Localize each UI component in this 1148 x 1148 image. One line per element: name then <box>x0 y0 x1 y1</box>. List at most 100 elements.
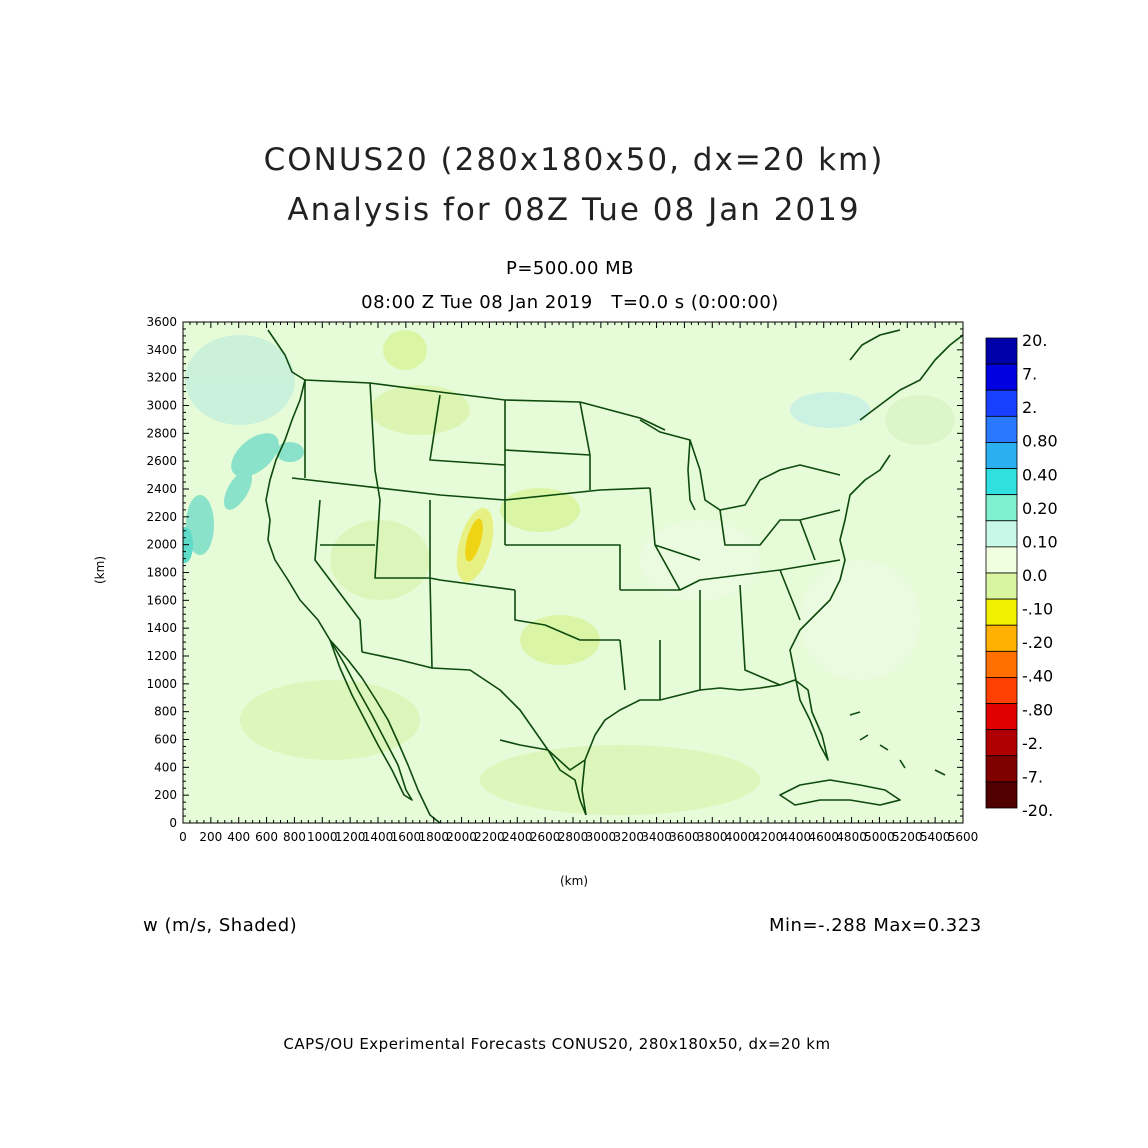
integration-time: T=0.0 s (0:00:00) <box>611 292 779 313</box>
x-tick-label: 3800 <box>697 830 728 844</box>
y-tick-label: 1800 <box>146 566 177 580</box>
x-tick-label: 5200 <box>892 830 923 844</box>
footer-credit: CAPS/OU Experimental Forecasts CONUS20, … <box>283 1035 831 1053</box>
colorbar-swatch <box>985 337 1018 365</box>
x-tick-label: 600 <box>255 830 278 844</box>
x-tick-label: 1200 <box>335 830 366 844</box>
x-tick-label: 1600 <box>391 830 422 844</box>
x-tick-label: 5000 <box>864 830 895 844</box>
x-tick-label: 5400 <box>920 830 951 844</box>
x-tick-label: 3200 <box>613 830 644 844</box>
y-tick-label: 400 <box>154 760 177 774</box>
y-axis-unit: (km) <box>93 555 107 584</box>
y-tick-label: 1000 <box>146 677 177 691</box>
colorbar-swatch <box>985 755 1018 783</box>
x-tick-label: 400 <box>227 830 250 844</box>
x-axis-ticks: 0 200 400 600 800 100012001400160018002000220… <box>179 322 978 844</box>
x-tick-label: 5600 <box>948 830 979 844</box>
x-tick-label: 0 <box>179 830 187 844</box>
x-tick-label: 1800 <box>418 830 449 844</box>
y-tick-label: 2200 <box>146 510 177 524</box>
y-tick-label: 200 <box>154 788 177 802</box>
colorbar-label: -20. <box>1022 801 1053 820</box>
colorbar-label: 0.20 <box>1022 499 1058 518</box>
x-tick-label: 3400 <box>641 830 672 844</box>
y-tick-label: 0 <box>169 816 177 830</box>
y-tick-label: 3200 <box>146 371 177 385</box>
colorbar-swatch <box>985 781 1018 809</box>
colorbar-swatch <box>985 677 1018 704</box>
x-tick-label: 2600 <box>530 830 561 844</box>
colorbar-label: -.40 <box>1022 667 1053 686</box>
colorbar-swatch <box>985 598 1018 626</box>
colorbar-swatch <box>985 729 1018 757</box>
colorbar-swatch <box>985 703 1018 731</box>
colorbar-swatch <box>985 572 1018 600</box>
x-tick-label: 800 <box>283 830 306 844</box>
x-tick-label: 4800 <box>836 830 867 844</box>
field-label: w (m/s, Shaded) <box>143 915 298 936</box>
y-tick-label: 2600 <box>146 454 177 468</box>
mexico-gulf-coast <box>499 739 587 816</box>
baja-coastline <box>329 639 413 801</box>
x-tick-label: 2400 <box>502 830 533 844</box>
east-coastline <box>581 454 891 816</box>
colorbar-label: -.20 <box>1022 633 1053 652</box>
colorbar-label: 0.10 <box>1022 532 1058 551</box>
x-tick-label: 4600 <box>808 830 839 844</box>
valid-time-line: 08:00 Z Tue 08 Jan 2019 T=0.0 s (0:00:00… <box>0 292 1140 313</box>
y-axis-ticks: 0 200 400 600 800 1000 1200 1400 1600 1800 2000 220… <box>146 315 963 830</box>
y-tick-label: 600 <box>154 733 177 747</box>
colorbar-swatch <box>985 546 1018 574</box>
min-max-readout: Min=-.288 Max=0.323 <box>769 915 982 936</box>
colorbar-label: 0.0 <box>1022 566 1047 585</box>
y-tick-label: 2400 <box>146 482 177 496</box>
colorbar-label: -7. <box>1022 767 1043 786</box>
w-field-shading <box>183 330 955 815</box>
map-boundaries <box>265 329 963 823</box>
west-coastline <box>265 329 441 823</box>
canada-border <box>304 379 666 431</box>
mexico-border <box>361 651 586 771</box>
y-tick-label: 3000 <box>146 399 177 413</box>
colorbar-label: -.10 <box>1022 600 1053 619</box>
lake-michigan <box>687 439 696 511</box>
x-tick-label: 2000 <box>446 830 477 844</box>
colorbar-label: -2. <box>1022 734 1043 753</box>
colorbar-swatch <box>985 389 1018 417</box>
y-tick-label: 3400 <box>146 343 177 357</box>
colorbar-swatch <box>985 494 1018 522</box>
y-tick-label: 3600 <box>146 315 177 329</box>
colorbar-label: 2. <box>1022 398 1037 417</box>
x-tick-label: 2200 <box>474 830 505 844</box>
pressure-level: P=500.00 MB <box>505 258 635 279</box>
great-lakes <box>639 419 841 511</box>
colorbar: 20. 7. 2. 0.80 0.40 0.20 0.10 0.0 -.10 -.20 -.40 -.… <box>985 331 1058 820</box>
colorbar-label: 7. <box>1022 365 1037 384</box>
x-tick-label: 4400 <box>781 830 812 844</box>
colorbar-swatch <box>985 520 1018 548</box>
y-tick-label: 800 <box>154 705 177 719</box>
valid-time: 08:00 Z Tue 08 Jan 2019 <box>361 292 593 313</box>
x-tick-label: 200 <box>199 830 222 844</box>
x-axis-unit: (km) <box>560 874 589 888</box>
plot-subtitle: Analysis for 08Z Tue 08 Jan 2019 <box>287 192 861 228</box>
new-england-coast <box>859 334 963 421</box>
y-tick-label: 1600 <box>146 593 177 607</box>
x-tick-label: 1000 <box>307 830 338 844</box>
x-tick-label: 3600 <box>669 830 700 844</box>
colorbar-label: 20. <box>1022 331 1047 350</box>
colorbar-swatch <box>985 650 1018 678</box>
colorbar-swatch <box>985 363 1018 391</box>
colorbar-label: 0.40 <box>1022 465 1058 484</box>
colorbar-label: 0.80 <box>1022 432 1058 451</box>
x-tick-label: 2800 <box>558 830 589 844</box>
colorbar-swatch <box>985 442 1018 469</box>
plot-title: CONUS20 (280x180x50, dx=20 km) <box>263 142 885 178</box>
y-tick-label: 2800 <box>146 426 177 440</box>
colorbar-swatch <box>985 624 1018 652</box>
colorbar-swatch <box>985 415 1018 443</box>
x-tick-label: 4000 <box>725 830 756 844</box>
state-lines <box>291 380 841 700</box>
